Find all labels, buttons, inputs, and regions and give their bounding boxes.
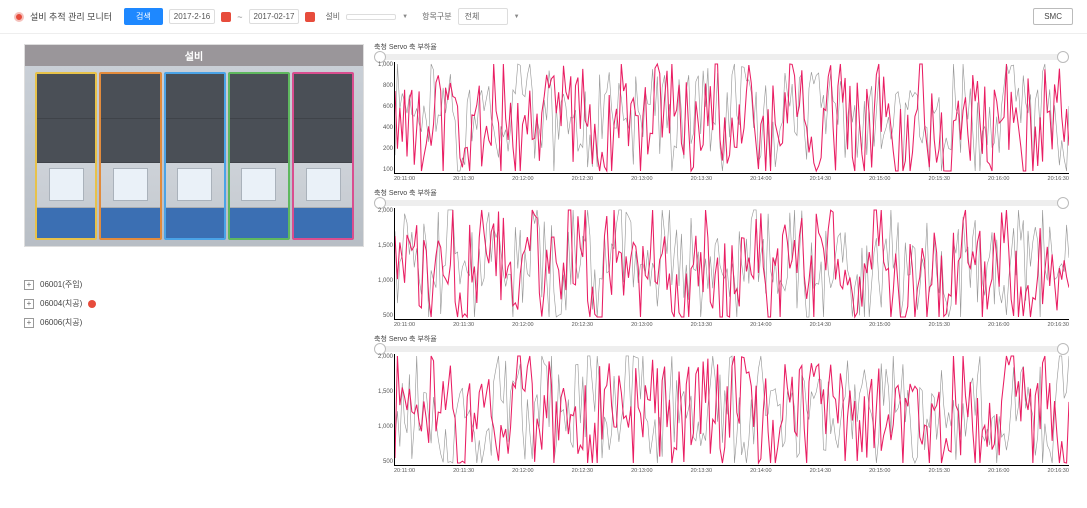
chart-block: 축청 Servo 축 부하율1,00080060040020010020:11:… bbox=[374, 42, 1069, 182]
smc-button[interactable]: SMC bbox=[1033, 8, 1073, 25]
chart-title: 축청 Servo 축 부하율 bbox=[374, 334, 1069, 344]
x-axis-labels: 20:11:0020:11:3020:12:0020:12:3020:13:00… bbox=[394, 176, 1069, 182]
topbar: 설비 추적 관리 모니터 검색 2017-2-16 ~ 2017-02-17 설… bbox=[0, 0, 1087, 34]
expand-icon[interactable]: + bbox=[24, 280, 34, 290]
line-chart: 2,0001,5001,000500 bbox=[394, 208, 1069, 320]
tree-item-label: 06006(치공) bbox=[40, 317, 82, 328]
range-slider[interactable] bbox=[374, 54, 1069, 60]
line-chart: 1,000800600400200100 bbox=[394, 62, 1069, 174]
filter-label-2: 항목구분 bbox=[422, 11, 451, 22]
calendar-icon[interactable] bbox=[305, 12, 315, 22]
y-axis-labels: 1,000800600400200100 bbox=[373, 62, 393, 173]
chevron-down-icon: ▼ bbox=[402, 14, 408, 20]
filter-select-1[interactable] bbox=[346, 14, 396, 20]
page-title: 설비 추적 관리 모니터 bbox=[30, 10, 112, 23]
date-from-input[interactable]: 2017-2-16 bbox=[169, 9, 215, 24]
title-dot-icon bbox=[14, 12, 24, 22]
tree-item[interactable]: + 06001(주입) bbox=[24, 275, 358, 294]
tree-item-label: 06001(주입) bbox=[40, 279, 82, 290]
machine-rack bbox=[99, 72, 161, 240]
tree-item[interactable]: + 06004(치공) bbox=[24, 294, 358, 313]
calendar-icon[interactable] bbox=[221, 12, 231, 22]
machine-rack bbox=[35, 72, 97, 240]
date-to-input[interactable]: 2017-02-17 bbox=[249, 9, 300, 24]
machine-rack bbox=[292, 72, 354, 240]
chart-title: 축청 Servo 축 부하율 bbox=[374, 42, 1069, 52]
alert-badge-icon bbox=[88, 300, 96, 308]
expand-icon[interactable]: + bbox=[24, 318, 34, 328]
machine-rack bbox=[228, 72, 290, 240]
x-axis-labels: 20:11:0020:11:3020:12:0020:12:3020:13:00… bbox=[394, 322, 1069, 328]
filter-label-1: 설비 bbox=[325, 11, 340, 22]
tree-item-label: 06004(치공) bbox=[40, 298, 82, 309]
tree: + 06001(주입) + 06004(치공) + 06006(치공) bbox=[24, 275, 358, 332]
chart-block: 축청 Servo 축 부하율2,0001,5001,00050020:11:00… bbox=[374, 334, 1069, 474]
machine-header: 설비 bbox=[25, 45, 363, 66]
range-slider[interactable] bbox=[374, 346, 1069, 352]
machine-rack bbox=[164, 72, 226, 240]
x-axis-labels: 20:11:0020:11:3020:12:0020:12:3020:13:00… bbox=[394, 468, 1069, 474]
y-axis-labels: 2,0001,5001,000500 bbox=[373, 354, 393, 465]
tree-item[interactable]: + 06006(치공) bbox=[24, 313, 358, 332]
machine-image bbox=[25, 66, 363, 246]
search-button[interactable]: 검색 bbox=[124, 8, 163, 25]
filter-select-2[interactable]: 전체 bbox=[458, 8, 508, 25]
date-range-separator: ~ bbox=[237, 12, 242, 22]
chart-block: 축청 Servo 축 부하율2,0001,5001,00050020:11:00… bbox=[374, 188, 1069, 328]
expand-icon[interactable]: + bbox=[24, 299, 34, 309]
chart-title: 축청 Servo 축 부하율 bbox=[374, 188, 1069, 198]
range-slider[interactable] bbox=[374, 200, 1069, 206]
line-chart: 2,0001,5001,000500 bbox=[394, 354, 1069, 466]
machine-card: 설비 bbox=[24, 44, 364, 247]
y-axis-labels: 2,0001,5001,000500 bbox=[373, 208, 393, 319]
chevron-down-icon: ▼ bbox=[514, 14, 520, 20]
